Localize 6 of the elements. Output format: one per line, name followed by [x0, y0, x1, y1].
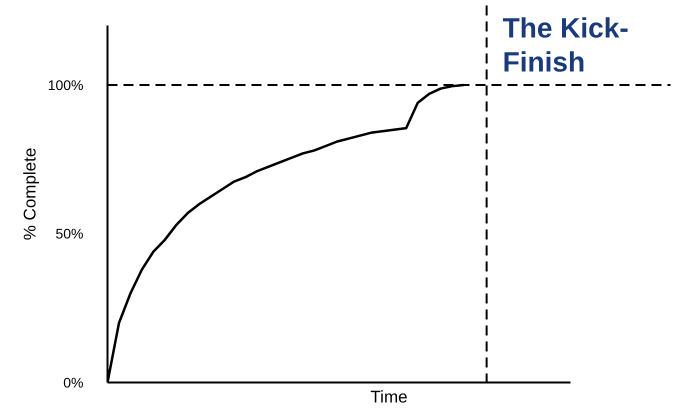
x-axis-title: Time [370, 388, 408, 406]
text: The Kick- Finish [502, 12, 629, 78]
y-axis-title: % Complete [20, 148, 40, 240]
y-tick-label: 50% [55, 226, 84, 242]
y-tick-label: 100% [48, 76, 84, 93]
y-tick-label: 0% [63, 374, 84, 390]
